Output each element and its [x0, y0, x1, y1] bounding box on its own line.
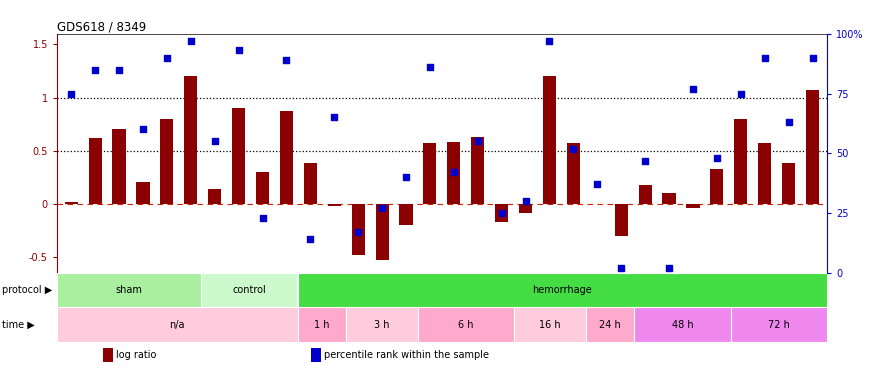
- Point: [591, 182, 605, 188]
- Bar: [256, 172, 270, 204]
- Point: [136, 126, 150, 132]
- Bar: [806, 90, 819, 204]
- Bar: [57, 308, 298, 342]
- Point: [184, 38, 198, 44]
- Text: control: control: [233, 285, 266, 295]
- Text: GDS618 / 8349: GDS618 / 8349: [57, 21, 146, 34]
- Bar: [113, 129, 126, 204]
- Point: [519, 198, 533, 204]
- Text: percentile rank within the sample: percentile rank within the sample: [324, 350, 489, 360]
- Bar: [201, 273, 298, 308]
- Bar: [375, 204, 388, 260]
- Bar: [758, 143, 771, 204]
- Point: [304, 237, 318, 243]
- Bar: [298, 273, 827, 308]
- Bar: [731, 308, 827, 342]
- Bar: [542, 76, 556, 204]
- Point: [207, 138, 221, 144]
- Bar: [495, 204, 508, 222]
- Point: [614, 265, 628, 271]
- Bar: [471, 137, 485, 204]
- Point: [710, 155, 724, 161]
- Bar: [298, 308, 346, 342]
- Bar: [514, 308, 586, 342]
- Bar: [782, 164, 795, 204]
- Bar: [639, 185, 652, 204]
- Point: [88, 67, 102, 73]
- Text: 24 h: 24 h: [599, 320, 621, 330]
- Point: [686, 86, 700, 92]
- Bar: [160, 119, 173, 204]
- Point: [255, 215, 270, 221]
- Bar: [346, 308, 418, 342]
- Bar: [734, 119, 747, 204]
- Bar: [352, 204, 365, 255]
- Bar: [311, 348, 321, 363]
- Bar: [232, 108, 245, 204]
- Bar: [136, 182, 150, 204]
- Text: protocol ▶: protocol ▶: [2, 285, 52, 295]
- Bar: [103, 348, 113, 363]
- Point: [566, 146, 580, 152]
- Text: hemorrhage: hemorrhage: [532, 285, 592, 295]
- Bar: [710, 169, 724, 204]
- Point: [232, 48, 246, 54]
- Point: [494, 210, 508, 216]
- Bar: [586, 308, 634, 342]
- Text: 72 h: 72 h: [768, 320, 789, 330]
- Point: [542, 38, 556, 44]
- Bar: [57, 273, 201, 308]
- Point: [423, 64, 437, 70]
- Point: [758, 55, 772, 61]
- Bar: [634, 308, 731, 342]
- Bar: [304, 164, 317, 204]
- Text: 6 h: 6 h: [458, 320, 473, 330]
- Bar: [208, 189, 221, 204]
- Bar: [399, 204, 413, 225]
- Point: [399, 174, 413, 180]
- Text: log ratio: log ratio: [116, 350, 157, 360]
- Bar: [447, 142, 460, 204]
- Bar: [418, 308, 514, 342]
- Text: 16 h: 16 h: [539, 320, 561, 330]
- Text: 48 h: 48 h: [672, 320, 693, 330]
- Point: [327, 114, 341, 120]
- Point: [638, 158, 652, 164]
- Bar: [280, 111, 293, 204]
- Bar: [328, 204, 341, 206]
- Point: [64, 90, 78, 96]
- Bar: [614, 204, 627, 236]
- Bar: [424, 143, 437, 204]
- Text: 1 h: 1 h: [314, 320, 329, 330]
- Text: sham: sham: [116, 285, 143, 295]
- Bar: [65, 202, 78, 204]
- Point: [160, 55, 174, 61]
- Point: [447, 170, 461, 176]
- Point: [351, 229, 365, 235]
- Text: time ▶: time ▶: [2, 320, 34, 330]
- Bar: [662, 193, 676, 204]
- Point: [279, 57, 293, 63]
- Text: 3 h: 3 h: [374, 320, 389, 330]
- Bar: [88, 138, 102, 204]
- Bar: [519, 204, 532, 213]
- Point: [471, 138, 485, 144]
- Point: [781, 119, 795, 125]
- Bar: [567, 143, 580, 204]
- Point: [375, 206, 389, 212]
- Bar: [185, 76, 198, 204]
- Bar: [686, 204, 699, 208]
- Point: [734, 90, 748, 96]
- Point: [662, 265, 676, 271]
- Point: [806, 55, 820, 61]
- Point: [112, 67, 126, 73]
- Text: n/a: n/a: [170, 320, 185, 330]
